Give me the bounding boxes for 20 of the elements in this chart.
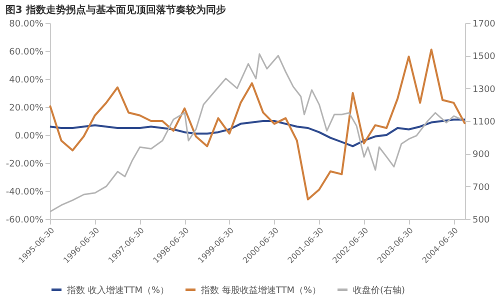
y2-tick-label: 1500 — [472, 52, 496, 62]
chart-title: 图3 指数走势拐点与基本面见顶回落节奏较为同步 — [5, 4, 226, 16]
legend-label: 收盘价(右轴) — [353, 284, 406, 296]
y-tick-label: 40.00% — [9, 76, 44, 86]
y-tick-label: 80.00% — [9, 20, 44, 30]
y-tick-label: 60.00% — [9, 48, 44, 58]
y2-tick-label: 1700 — [472, 20, 496, 30]
y2-tick-label: 700 — [472, 182, 490, 193]
y-tick-label: 20.00% — [9, 104, 44, 114]
legend-label: 指数 每股收益增速TTM（%） — [200, 284, 322, 296]
y2-tick-label: 1100 — [472, 118, 496, 128]
y2-tick-label: 500 — [472, 216, 490, 226]
y2-tick-label: 900 — [472, 150, 490, 160]
y-tick-label: 0.00% — [14, 132, 44, 142]
line-series — [49, 118, 466, 148]
y-tick-label: -20.00% — [6, 160, 44, 170]
legend-label: 指数 收入增速TTM（%） — [66, 284, 170, 296]
y-tick-label: -40.00% — [6, 188, 44, 198]
y2-tick-label: 1300 — [472, 84, 496, 95]
y-tick-label: -60.00% — [6, 216, 44, 226]
